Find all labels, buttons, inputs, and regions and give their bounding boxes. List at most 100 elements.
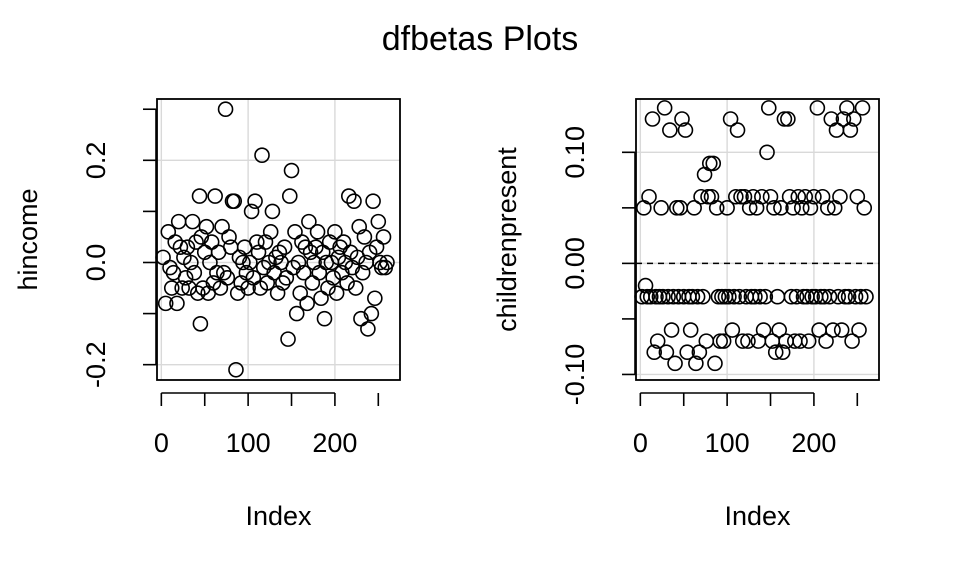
data-point: [806, 188, 822, 205]
data-point: [276, 239, 293, 255]
plot-frame: [156, 98, 401, 381]
data-point: [760, 100, 777, 116]
data-point: [847, 288, 864, 305]
data-point: [179, 239, 196, 255]
data-point: [656, 100, 673, 116]
data-point: [677, 122, 694, 138]
data-point: [157, 295, 174, 312]
data-point: [217, 101, 234, 118]
data-point: [247, 193, 263, 209]
data-point: [209, 264, 225, 281]
data-point: [830, 288, 847, 305]
data-point: [710, 288, 727, 305]
data-point: [705, 155, 722, 172]
scatter-panel-1: 0 100 200 Index -0.2 0.0 0.2 hincome: [13, 98, 401, 531]
figure-title: dfbetas Plots: [382, 20, 579, 58]
y-axis-label: hincome: [13, 188, 43, 290]
data-point: [755, 322, 772, 338]
data-point: [840, 288, 857, 305]
data-point: [297, 239, 314, 255]
data-point: [776, 111, 793, 127]
data-point: [649, 333, 666, 349]
data-point: [188, 234, 204, 250]
y-tick-label: -0.2: [81, 341, 111, 388]
data-point: [271, 244, 288, 261]
y-tick-label: 0.10: [560, 126, 590, 179]
data-point: [771, 322, 787, 338]
data-point: [658, 344, 675, 361]
data-point: [700, 188, 716, 205]
data-point: [162, 259, 178, 276]
data-point: [306, 254, 322, 271]
data-point: [644, 111, 661, 127]
data-point: [747, 288, 763, 305]
data-point: [639, 288, 656, 305]
data-point: [818, 333, 834, 349]
data-point: [825, 322, 841, 338]
data-point: [819, 200, 836, 216]
data-point: [285, 259, 302, 276]
data-point: [849, 188, 866, 205]
data-point: [646, 344, 663, 361]
data-point: [672, 200, 689, 216]
scatter-panel-2: 0 100 200 Index -0.10 0.00 0.10 childrenpresent: [492, 98, 880, 531]
data-point: [189, 285, 206, 301]
data-point: [653, 200, 669, 216]
data-point: [712, 333, 728, 349]
data-point: [363, 305, 380, 322]
data-point: [724, 322, 741, 338]
data-point: [356, 229, 373, 245]
data-point: [740, 333, 756, 349]
x-axis-label: Index: [724, 501, 791, 531]
data-point: [226, 193, 243, 209]
data-point: [767, 344, 784, 361]
data-point: [347, 280, 364, 296]
x-tick-label: 200: [312, 428, 357, 458]
data-point: [707, 355, 723, 372]
data-point: [340, 188, 357, 204]
x-axis-label: Index: [245, 501, 312, 531]
data-point: [280, 331, 296, 347]
x-tick-label: 0: [154, 428, 169, 458]
data-point: [842, 122, 859, 138]
data-point: [198, 218, 215, 235]
data-point: [715, 333, 732, 349]
data-point: [216, 264, 232, 281]
data-point: [783, 288, 800, 305]
data-point: [325, 270, 341, 286]
data-point: [288, 305, 305, 322]
data-point: [254, 147, 270, 163]
data-point: [774, 344, 791, 361]
y-tick-label: 0.2: [81, 142, 111, 180]
data-point: [833, 322, 850, 338]
data-point: [741, 200, 758, 216]
data-point: [373, 259, 390, 276]
data-point: [701, 155, 718, 172]
data-point: [773, 200, 789, 216]
data-point: [856, 200, 873, 216]
data-point: [832, 188, 848, 205]
data-point: [792, 333, 808, 349]
data-point: [183, 254, 199, 271]
data-point: [674, 111, 690, 127]
data-point: [719, 200, 735, 216]
data-point: [688, 355, 704, 372]
data-point: [726, 288, 742, 305]
data-point: [642, 288, 659, 305]
data-point: [745, 188, 761, 205]
data-point: [219, 270, 236, 286]
data-point: [335, 234, 352, 250]
data-point: [163, 280, 180, 296]
data-point: [852, 288, 869, 305]
data-point: [731, 288, 748, 305]
data-point: [184, 213, 201, 230]
data-point: [665, 288, 682, 305]
x-tick-label: 100: [226, 428, 271, 458]
data-point: [691, 344, 708, 361]
data-point: [351, 218, 368, 235]
y-axis-label: childrenpresent: [492, 147, 522, 332]
data-point: [722, 111, 739, 127]
data-point: [804, 288, 820, 305]
data-point: [733, 188, 749, 205]
data-point: [839, 100, 855, 116]
